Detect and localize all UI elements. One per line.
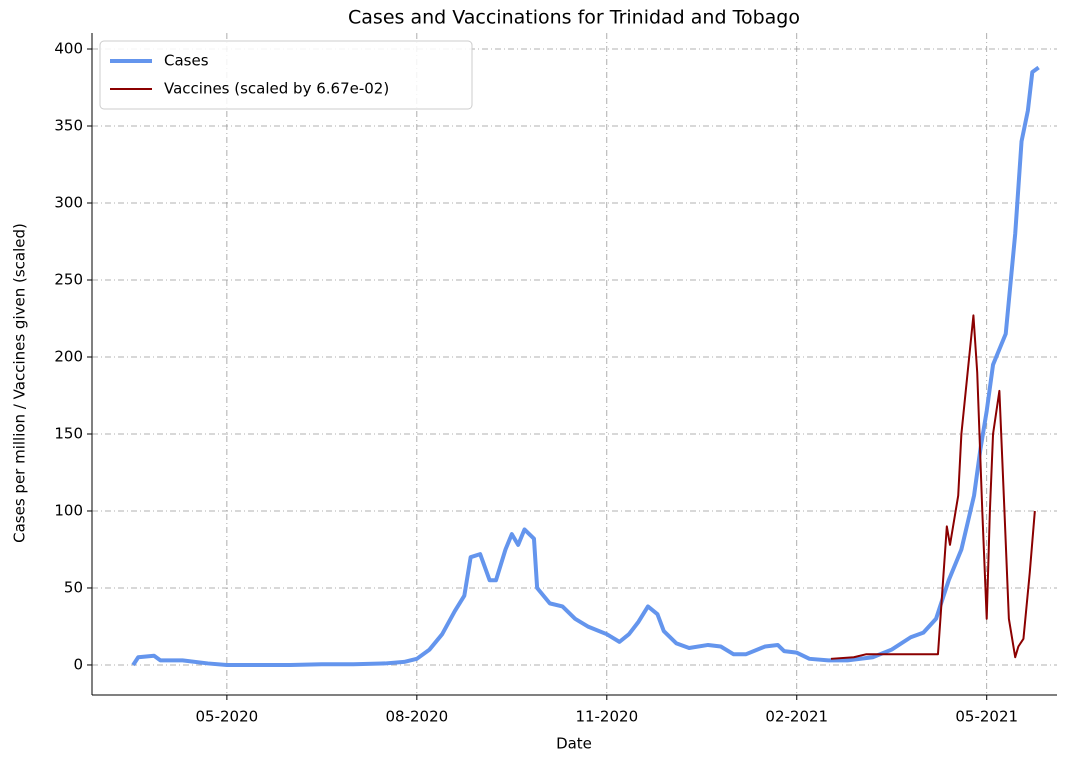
y-tick-label: 150 (54, 424, 83, 442)
series-line (830, 314, 1036, 660)
legend-label: Vaccines (scaled by 6.67e-02) (164, 80, 389, 98)
y-tick-label: 200 (54, 347, 83, 365)
y-tick-label: 250 (54, 270, 83, 288)
y-tick-label: 0 (73, 655, 83, 673)
x-tick-label: 08-2020 (385, 708, 448, 726)
series-line (131, 65, 1040, 667)
chart-title: Cases and Vaccinations for Trinidad and … (348, 7, 800, 29)
x-tick-label: 02-2021 (765, 708, 828, 726)
x-tick-label: 05-2021 (955, 708, 1018, 726)
y-tick-label: 350 (54, 117, 83, 135)
x-axis-label: Date (556, 735, 592, 753)
y-tick-label: 50 (64, 578, 83, 596)
x-tick-label: 11-2020 (575, 708, 638, 726)
legend-box (99, 40, 473, 110)
y-tick-label: 300 (54, 194, 83, 212)
x-tick-label: 05-2020 (196, 708, 259, 726)
legend-label: Cases (164, 52, 209, 70)
y-tick-label: 400 (54, 40, 83, 58)
y-axis-label: Cases per million / Vaccines given (scal… (11, 223, 29, 543)
y-tick-label: 100 (54, 501, 83, 519)
